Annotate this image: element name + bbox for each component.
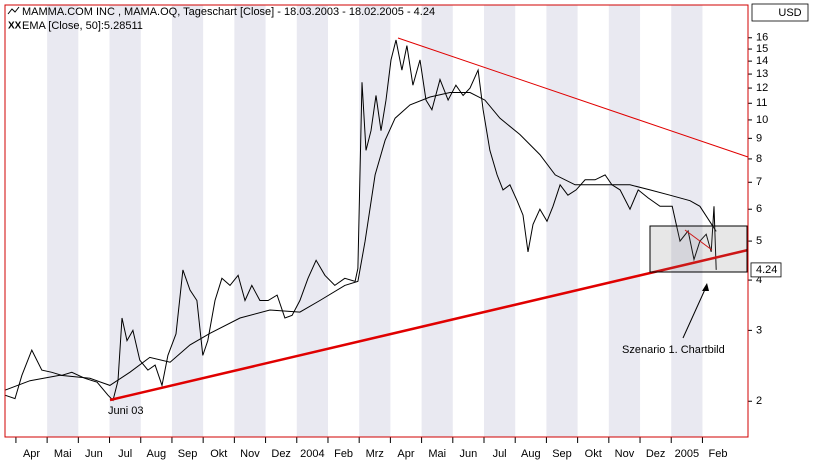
y-tick-label: 2 <box>756 395 762 407</box>
x-tick-label: Mai <box>428 448 446 460</box>
y-tick-label: 15 <box>756 43 768 55</box>
x-tick-label: Mai <box>54 448 72 460</box>
month-stripe <box>671 5 703 437</box>
x-tick-label: Nov <box>240 448 260 460</box>
x-tick-label: Sep <box>552 448 572 460</box>
month-stripe <box>546 5 578 437</box>
annotation-arrow <box>682 284 708 339</box>
y-tick-label: 11 <box>756 97 767 109</box>
month-stripe <box>47 5 79 437</box>
y-tick-label: 8 <box>756 153 762 165</box>
legend-icon <box>7 6 20 15</box>
currency-box <box>751 3 809 22</box>
x-tick-label: Jun <box>85 448 103 460</box>
month-stripe <box>296 5 328 437</box>
y-tick-label: 10 <box>756 114 768 126</box>
chart-subtitle: EMA [Close, 50]:5.28511 <box>22 20 143 32</box>
legend-icon-ema: XX <box>8 21 22 32</box>
x-tick-label: Feb <box>709 448 728 460</box>
month-stripes <box>47 5 703 437</box>
x-tick-label: Apr <box>23 448 40 460</box>
x-tick-label: Nov <box>615 448 635 460</box>
y-tick-label: 6 <box>756 203 762 215</box>
downtrend-line <box>397 37 749 158</box>
arrow-head <box>702 283 709 291</box>
price-lines <box>4 39 717 402</box>
month-stripe <box>359 5 391 437</box>
x-tick-label: Dez <box>646 448 666 460</box>
short-trend-line <box>684 229 713 251</box>
month-stripe <box>421 5 453 437</box>
x-tick-label: Apr <box>397 448 414 460</box>
month-stripe <box>234 5 266 437</box>
currency: USD <box>778 7 801 19</box>
y-tick-label: 5 <box>756 235 762 247</box>
month-stripe <box>608 5 641 437</box>
plot-frame <box>4 4 749 438</box>
y-tick-label: 16 <box>756 32 768 44</box>
x-tick-label: Sep <box>178 448 198 460</box>
chart-title: MAMMA.COM INC , MAMA.OQ, Tageschart [Clo… <box>22 6 435 18</box>
annotation: Szenario 1. Chartbild <box>622 344 725 356</box>
x-tick-label: Aug <box>521 448 541 460</box>
y-tick-label: 9 <box>756 132 762 144</box>
x-tick-label: Okt <box>585 448 602 460</box>
x-tick-label: Feb <box>334 448 353 460</box>
annotation: Juni 03 <box>108 405 143 417</box>
x-tick-label: Jul <box>118 448 132 460</box>
x-tick-label: Mrz <box>366 448 384 460</box>
x-tick-label: Jul <box>493 448 507 460</box>
uptrend-line <box>109 248 749 402</box>
last-price-label: 4.24 <box>756 264 777 276</box>
y-tick-label: 14 <box>756 55 768 67</box>
y-tick-label: 3 <box>756 324 762 336</box>
y-tick-label: 12 <box>756 82 768 94</box>
y-tick-label: 13 <box>756 68 768 80</box>
scenario-box <box>649 225 748 273</box>
series-line <box>4 92 717 391</box>
x-tick-label: Okt <box>210 448 227 460</box>
x-tick-label: 2005 <box>675 448 699 460</box>
last-price-box <box>750 262 782 278</box>
x-tick-label: Dez <box>271 448 291 460</box>
x-tick-label: 2004 <box>300 448 324 460</box>
month-stripe <box>171 5 204 437</box>
y-tick-label: 4 <box>756 274 762 286</box>
x-tick-label: Jun <box>460 448 478 460</box>
series-line <box>4 39 717 402</box>
month-stripe <box>484 5 516 437</box>
x-tick-label: Aug <box>147 448 167 460</box>
y-tick-label: 7 <box>756 176 762 188</box>
month-stripe <box>109 5 141 437</box>
